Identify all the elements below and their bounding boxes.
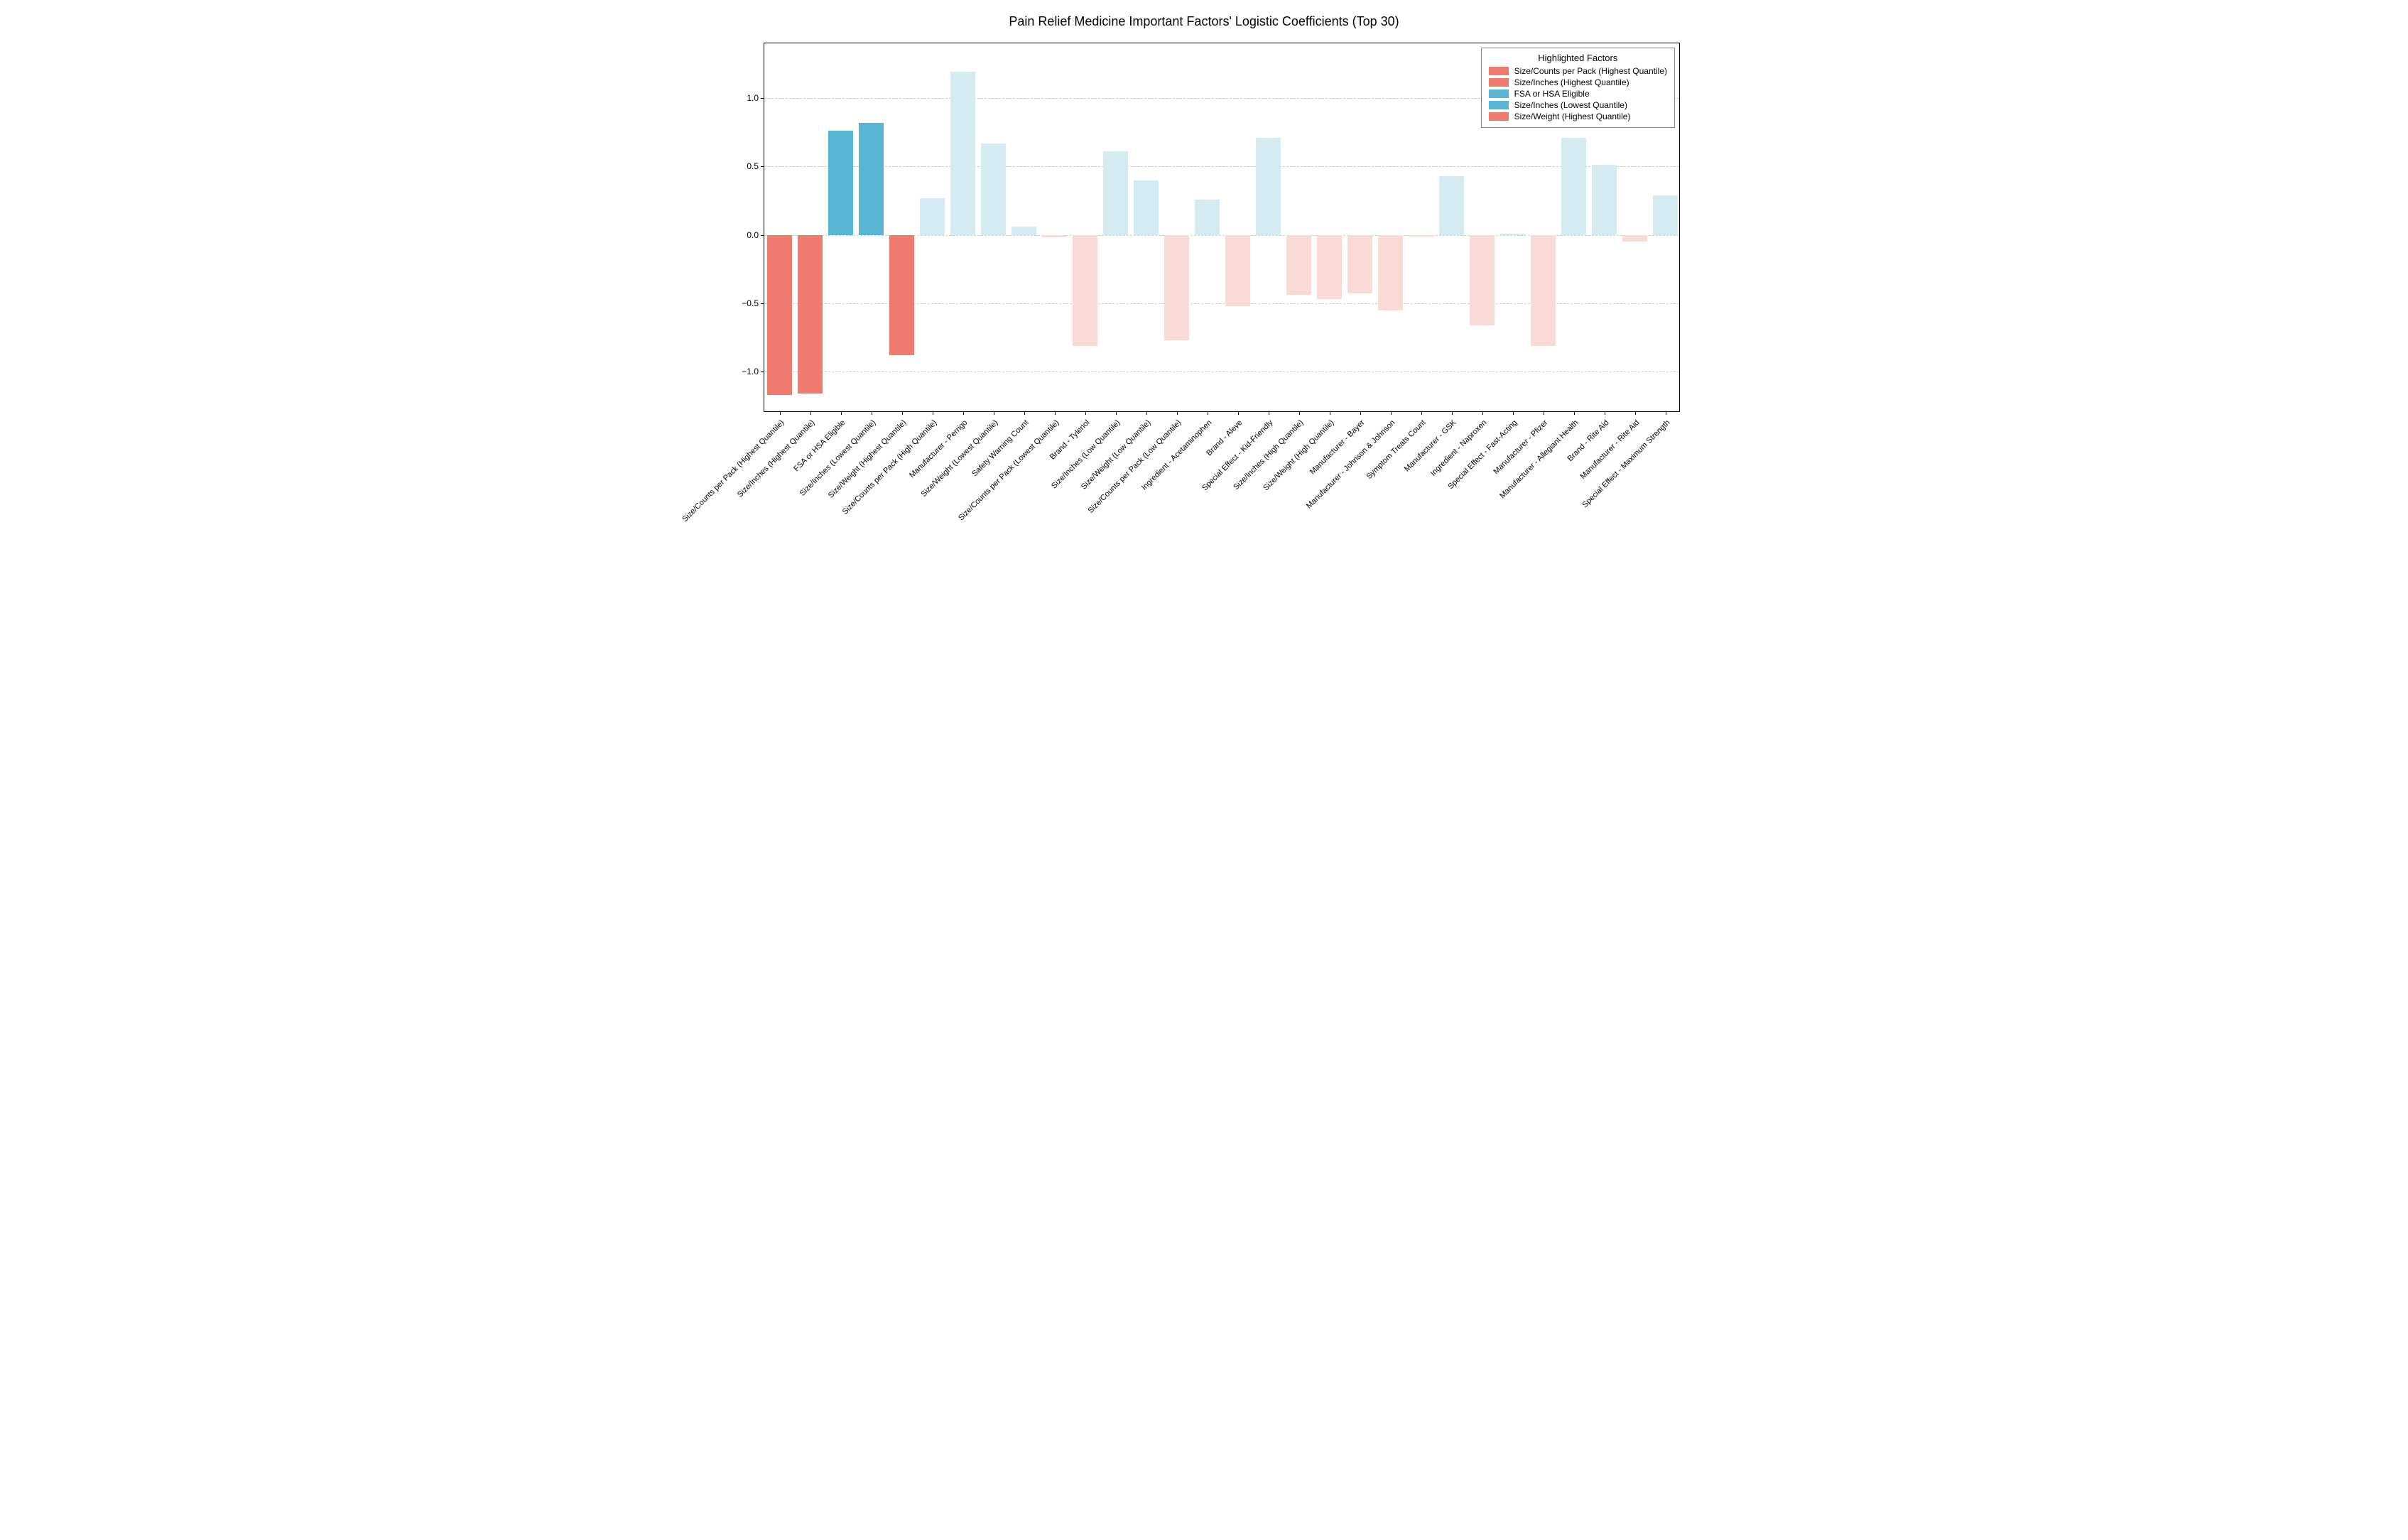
legend-item: Size/Inches (Lowest Quantile) bbox=[1489, 100, 1667, 110]
x-tick-mark bbox=[1391, 411, 1392, 415]
bar bbox=[767, 235, 791, 395]
bar bbox=[1317, 235, 1341, 300]
x-tick-mark bbox=[963, 411, 964, 415]
bar bbox=[1286, 235, 1311, 295]
bar bbox=[1592, 165, 1616, 234]
legend-item: Size/Weight (Highest Quantile) bbox=[1489, 112, 1667, 121]
legend-swatch bbox=[1489, 112, 1509, 121]
bar bbox=[950, 72, 975, 234]
legend-swatch bbox=[1489, 90, 1509, 98]
bar bbox=[981, 143, 1005, 235]
x-tick-mark bbox=[1421, 411, 1422, 415]
legend-item: Size/Inches (Highest Quantile) bbox=[1489, 77, 1667, 87]
legend-swatch bbox=[1489, 101, 1509, 109]
x-tick-mark bbox=[1055, 411, 1056, 415]
bar bbox=[859, 123, 883, 235]
bar bbox=[1195, 200, 1219, 235]
x-tick-mark bbox=[1085, 411, 1086, 415]
bar bbox=[1073, 235, 1097, 346]
x-tick-mark bbox=[1238, 411, 1239, 415]
chart-container: Pain Relief Medicine Important Factors' … bbox=[707, 14, 1701, 654]
x-tick-mark bbox=[810, 411, 811, 415]
legend-label: Size/Inches (Lowest Quantile) bbox=[1514, 100, 1627, 110]
x-tick-mark bbox=[1513, 411, 1514, 415]
legend-label: Size/Inches (Highest Quantile) bbox=[1514, 77, 1629, 87]
legend-swatch bbox=[1489, 78, 1509, 87]
x-tick-label: Manufacturer - Perrigo bbox=[908, 418, 969, 479]
bar bbox=[1653, 195, 1677, 235]
legend: Highlighted Factors Size/Counts per Pack … bbox=[1481, 48, 1675, 128]
bar bbox=[1561, 138, 1585, 235]
bar bbox=[828, 131, 852, 234]
bar bbox=[1103, 151, 1127, 234]
x-tick-mark bbox=[1574, 411, 1575, 415]
bar bbox=[1042, 235, 1066, 238]
x-tick-mark bbox=[780, 411, 781, 415]
x-tick-label: Ingredient - Naproxen bbox=[1428, 418, 1488, 478]
x-tick-mark bbox=[841, 411, 842, 415]
legend-swatch bbox=[1489, 67, 1509, 75]
x-tick-mark bbox=[1482, 411, 1483, 415]
y-tick-label: −1.0 bbox=[742, 367, 759, 376]
gridline bbox=[764, 166, 1679, 167]
x-tick-mark bbox=[1146, 411, 1147, 415]
legend-label: Size/Counts per Pack (Highest Quantile) bbox=[1514, 66, 1667, 76]
bar bbox=[1347, 235, 1372, 294]
x-tick-label: FSA or HSA Eligible bbox=[792, 418, 847, 473]
legend-item: FSA or HSA Eligible bbox=[1489, 89, 1667, 99]
x-tick-label: Manufacturer - Rite Aid bbox=[1578, 418, 1641, 481]
x-tick-label: Manufacturer - Bayer bbox=[1308, 418, 1366, 477]
x-tick-mark bbox=[1635, 411, 1636, 415]
y-tick-label: 0.5 bbox=[747, 161, 759, 171]
bar bbox=[889, 235, 913, 355]
bar bbox=[1256, 138, 1280, 235]
bar bbox=[1378, 235, 1402, 310]
bar bbox=[798, 235, 822, 394]
x-tick-mark bbox=[1024, 411, 1025, 415]
x-tick-mark bbox=[1452, 411, 1453, 415]
x-tick-mark bbox=[902, 411, 903, 415]
bar bbox=[1134, 180, 1158, 235]
y-tick-label: 0.0 bbox=[747, 230, 759, 240]
x-tick-mark bbox=[1116, 411, 1117, 415]
chart-title: Pain Relief Medicine Important Factors' … bbox=[707, 14, 1701, 29]
y-tick-label: 1.0 bbox=[747, 93, 759, 103]
bar bbox=[1531, 235, 1555, 346]
bar bbox=[1622, 235, 1647, 242]
bar bbox=[1439, 176, 1463, 235]
x-tick-label: Manufacturer - Pfizer bbox=[1492, 418, 1549, 476]
legend-label: FSA or HSA Eligible bbox=[1514, 89, 1590, 99]
y-tick-mark bbox=[761, 235, 764, 236]
plot-area: −1.0−0.50.00.51.0Size/Counts per Pack (H… bbox=[764, 43, 1680, 412]
bar bbox=[1225, 235, 1249, 306]
legend-label: Size/Weight (Highest Quantile) bbox=[1514, 112, 1631, 121]
x-tick-mark bbox=[1360, 411, 1361, 415]
bar bbox=[1470, 235, 1494, 325]
x-tick-label: Safety Warning Count bbox=[970, 418, 1030, 478]
y-tick-mark bbox=[761, 303, 764, 304]
bar bbox=[1500, 234, 1524, 235]
y-tick-mark bbox=[761, 166, 764, 167]
x-tick-mark bbox=[1177, 411, 1178, 415]
legend-item: Size/Counts per Pack (Highest Quantile) bbox=[1489, 66, 1667, 76]
bar bbox=[920, 198, 944, 235]
x-tick-label: Symptom Treats Count bbox=[1365, 418, 1427, 481]
bar bbox=[1164, 235, 1188, 340]
legend-title: Highlighted Factors bbox=[1489, 53, 1667, 63]
bar bbox=[1409, 235, 1433, 237]
bar bbox=[1012, 227, 1036, 235]
y-tick-mark bbox=[761, 98, 764, 99]
x-tick-label: Manufacturer - GSK bbox=[1402, 418, 1458, 474]
x-tick-mark bbox=[1299, 411, 1300, 415]
y-tick-label: −0.5 bbox=[742, 298, 759, 308]
